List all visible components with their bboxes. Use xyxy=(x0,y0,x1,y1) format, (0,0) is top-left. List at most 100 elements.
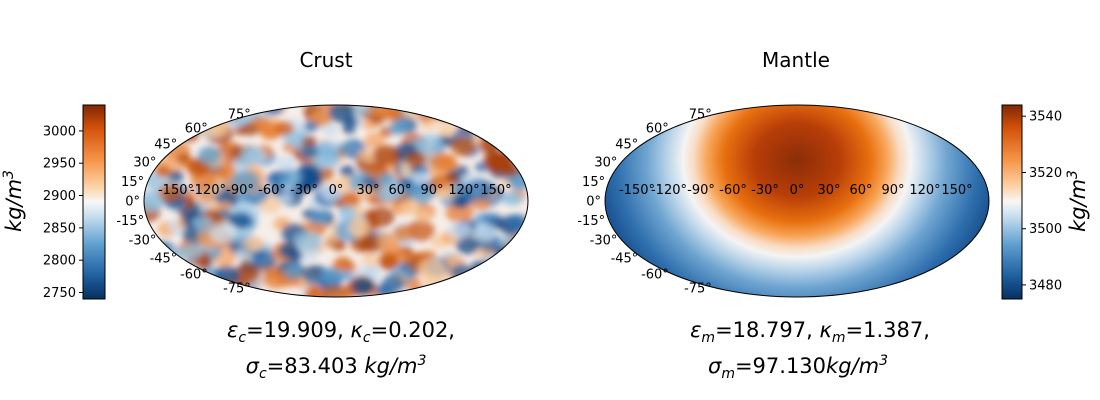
crust-lat-label: -45° xyxy=(150,251,178,266)
crust-colorbar-tick-label: 2800 xyxy=(43,254,76,269)
mantle-lon-label: 120° xyxy=(909,183,940,198)
crust-density-blob xyxy=(465,178,495,201)
crust-colorbar-tick-label: 3000 xyxy=(43,124,76,139)
crust-density-blob xyxy=(198,105,223,119)
mantle-lon-label: -120° xyxy=(651,183,687,198)
crust-density-blob xyxy=(322,285,349,297)
crust-lon-label: 0° xyxy=(329,183,344,198)
crust-density-blob xyxy=(376,232,399,250)
crust-density-blob xyxy=(473,222,498,242)
crust-lat-label: -75° xyxy=(223,282,251,297)
crust-density-blob xyxy=(301,136,318,149)
crust-kappa-value: =0.202, xyxy=(371,318,455,342)
crust-density-blob xyxy=(416,134,444,156)
mantle-lat-label: 0° xyxy=(586,195,601,210)
crust-density-blob xyxy=(437,123,457,138)
crust-density-blob xyxy=(417,258,446,281)
crust-density-blob xyxy=(168,170,184,183)
mantle-lat-label: 75° xyxy=(689,108,712,123)
crust-colorbar-gradient xyxy=(82,104,106,300)
crust-density-blob xyxy=(154,164,171,177)
crust-density-blob xyxy=(412,171,429,185)
crust-density-blob xyxy=(500,193,516,205)
crust-density-blob xyxy=(455,236,479,255)
crust-density-blob xyxy=(506,247,528,268)
crust-density-blob xyxy=(510,112,528,134)
crust-density-blob xyxy=(511,142,528,154)
crust-density-blob xyxy=(404,150,427,168)
crust-density-blob xyxy=(338,143,354,155)
crust-density-blob xyxy=(368,207,395,227)
crust-density-blob xyxy=(436,188,451,200)
crust-density-blob xyxy=(144,191,164,212)
mantle-kappa-value: =1.387, xyxy=(846,318,930,342)
mantle-lat-label: -15° xyxy=(577,214,605,229)
crust-density-blob xyxy=(448,279,477,297)
crust-lat-label: 15° xyxy=(121,175,144,190)
crust-lon-label: -120° xyxy=(190,183,226,198)
crust-density-blob xyxy=(251,116,267,129)
crust-lon-label: -60° xyxy=(258,183,286,198)
crust-density-blob xyxy=(234,263,261,284)
crust-density-blob xyxy=(382,183,405,201)
crust-kappa-symbol: κ xyxy=(351,318,364,342)
crust-density-blob xyxy=(493,128,521,150)
crust-lon-label: -150° xyxy=(158,183,194,198)
crust-density-blob xyxy=(358,148,378,163)
mantle-lon-label: -150° xyxy=(619,183,655,198)
crust-density-blob xyxy=(278,168,303,188)
crust-lon-label: 150° xyxy=(480,183,511,198)
crust-density-blob xyxy=(182,242,204,260)
crust-density-blob xyxy=(501,110,524,128)
crust-epsilon-value: =19.909, xyxy=(246,318,350,342)
crust-density-blob xyxy=(172,284,195,297)
crust-lat-label: 45° xyxy=(154,138,177,153)
crust-density-blob xyxy=(144,120,161,134)
mantle-lat-label: -45° xyxy=(611,251,639,266)
crust-density-blob xyxy=(406,219,435,242)
mantle-sigma-unit: kg/m xyxy=(826,354,879,378)
crust-density-blob xyxy=(280,193,294,204)
mantle-lon-label: 30° xyxy=(817,183,840,198)
crust-density-blob xyxy=(332,240,347,252)
crust-density-blob xyxy=(381,274,405,293)
crust-density-blob xyxy=(499,119,525,139)
crust-density-blob xyxy=(392,119,408,131)
crust-density-blob xyxy=(495,262,510,274)
crust-density-blob xyxy=(261,105,284,116)
crust-density-blob xyxy=(162,118,188,138)
mantle-lat-label: -75° xyxy=(684,282,712,297)
crust-density-blob xyxy=(278,242,300,259)
crust-density-blob xyxy=(321,123,339,137)
crust-density-blob xyxy=(295,230,323,251)
crust-density-blob xyxy=(450,136,476,157)
crust-density-blob xyxy=(454,283,470,296)
crust-density-blob xyxy=(503,141,525,158)
crust-lon-label: 30° xyxy=(356,183,379,198)
crust-density-blob xyxy=(192,215,213,232)
mantle-lat-label: 15° xyxy=(582,175,605,190)
mantle-latitude-labels: 75° 60° 45° 30° 15° 0° -15° -30° -45°-60° -75° xyxy=(577,108,711,297)
crust-density-blob xyxy=(445,201,474,223)
crust-density-blob xyxy=(196,189,216,205)
crust-density-blob xyxy=(347,218,371,236)
mantle-colorbar-label-unit: kg/m xyxy=(1066,179,1090,232)
mantle-lat-label: -30° xyxy=(590,233,618,248)
mantle-lon-label: 90° xyxy=(881,183,904,198)
crust-density-blob xyxy=(328,105,355,124)
crust-density-blob xyxy=(501,119,526,139)
mantle-lon-label: 60° xyxy=(849,183,872,198)
mantle-lat-label: 45° xyxy=(615,138,638,153)
crust-density-blob xyxy=(430,176,449,191)
crust-density-blob xyxy=(378,252,399,269)
crust-density-blob xyxy=(393,225,414,241)
crust-density-blob xyxy=(157,266,176,281)
crust-density-blob xyxy=(503,278,528,297)
crust-colorbar-label: kg/m3 xyxy=(1,170,26,232)
crust-density-blob xyxy=(517,285,528,296)
crust-density-blob xyxy=(356,185,374,199)
crust-lon-label: 120° xyxy=(448,183,479,198)
mantle-epsilon-value: =18.797, xyxy=(715,318,819,342)
crust-density-blob xyxy=(419,105,433,116)
crust-density-blob xyxy=(148,274,166,288)
